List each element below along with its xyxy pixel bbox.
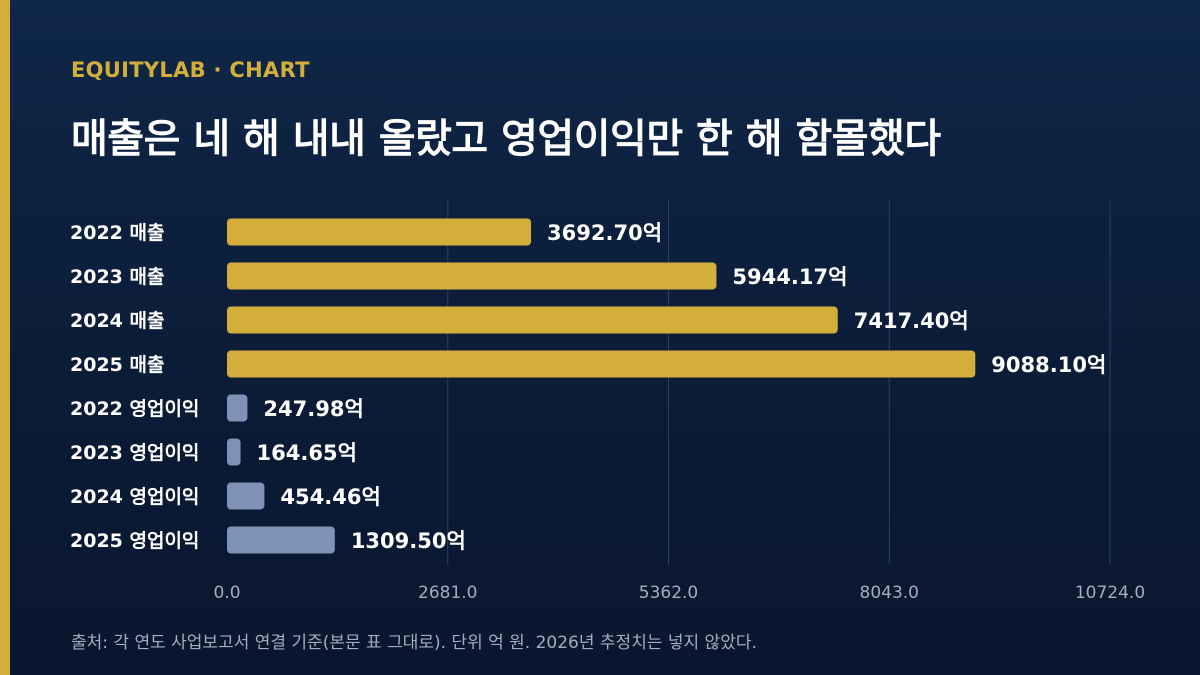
category-labels: 2022 매출 2023 매출 2024 매출 2025 매출 2022 영업이익 202…	[70, 222, 199, 552]
bar	[227, 218, 532, 246]
category-label: 2022 매출	[70, 222, 164, 244]
x-axis-ticks: 0.0 2681.0 5362.0 8043.0 10724.0	[213, 583, 1145, 603]
value-label: 247.98억	[263, 397, 363, 421]
x-tick-label: 0.0	[213, 583, 240, 603]
chart-title: 매출은 네 해 내내 올랐고 영업이익만 한 해 함몰했다	[71, 116, 941, 162]
value-label: 5944.17억	[732, 265, 847, 289]
bar	[227, 262, 717, 290]
bar	[227, 350, 976, 378]
value-label: 1309.50억	[351, 529, 466, 553]
gridlines	[447, 200, 1111, 565]
category-label: 2025 매출	[70, 354, 164, 376]
value-label: 7417.40억	[854, 309, 969, 333]
bar	[227, 482, 265, 510]
category-label: 2025 영업이익	[70, 530, 199, 552]
value-label: 3692.70억	[547, 221, 662, 245]
x-tick-label: 2681.0	[418, 583, 477, 603]
accent-stripe	[0, 0, 10, 675]
source-note: 출처: 각 연도 사업보고서 연결 기준(본문 표 그대로). 단위 억 원. …	[71, 633, 757, 653]
category-label: 2024 영업이익	[70, 486, 199, 508]
category-label: 2022 영업이익	[70, 398, 199, 420]
value-labels: 3692.70억 5944.17억 7417.40억 9088.10억 247.98억 1…	[257, 221, 1107, 553]
x-tick-label: 10724.0	[1075, 583, 1145, 603]
bar	[227, 394, 248, 422]
category-label: 2023 영업이익	[70, 442, 199, 464]
value-label: 454.46억	[280, 485, 380, 509]
brand-label: EQUITYLAB · CHART	[71, 58, 310, 82]
category-label: 2023 매출	[70, 266, 164, 288]
x-tick-label: 5362.0	[639, 583, 698, 603]
value-label: 164.65억	[257, 441, 357, 465]
bar	[227, 526, 335, 554]
value-label: 9088.10억	[991, 353, 1106, 377]
bar	[227, 306, 838, 334]
bar	[227, 438, 241, 466]
category-label: 2024 매출	[70, 310, 164, 332]
bars	[227, 218, 976, 554]
x-tick-label: 8043.0	[860, 583, 919, 603]
